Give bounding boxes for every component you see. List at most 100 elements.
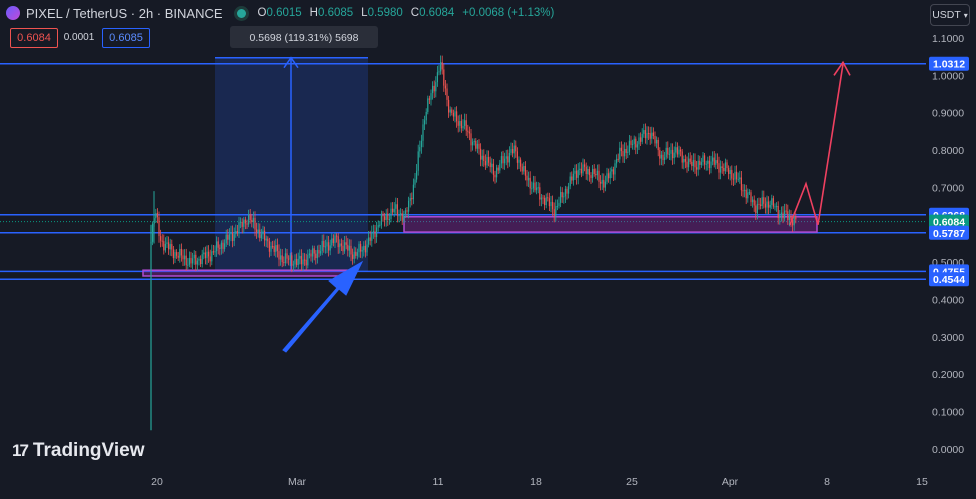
candle-body [518, 159, 520, 163]
candle-body [675, 147, 677, 153]
candle-body [382, 213, 384, 217]
candle-body [344, 242, 346, 252]
candle-body [478, 143, 480, 149]
candle-body [627, 151, 629, 153]
candle-body [510, 149, 512, 153]
candle-body [464, 120, 466, 126]
candle-body [278, 251, 280, 260]
candle-body [292, 264, 294, 266]
price-label: 0.5787 [933, 228, 965, 240]
candle-body [680, 149, 682, 152]
candle-body [457, 121, 459, 126]
candle-body [318, 249, 320, 254]
candle-body [588, 168, 590, 176]
candle-body [289, 255, 291, 260]
candle-body [523, 166, 525, 172]
candle-body [404, 210, 406, 215]
candle-body [451, 109, 453, 113]
candle-body [417, 151, 419, 171]
candle-body [684, 158, 686, 162]
candle-body [712, 157, 714, 162]
candle-body [728, 168, 730, 175]
x-tick-label: 25 [626, 476, 638, 488]
candle-body [572, 173, 574, 181]
high-value: 0.6085 [317, 7, 354, 19]
candle-body [208, 251, 210, 257]
candle-body [332, 238, 334, 243]
candle-body [414, 179, 416, 185]
candle-body [664, 157, 666, 161]
candle-body [360, 243, 362, 252]
candle-body [521, 166, 523, 172]
symbol-title[interactable]: PIXEL / TetherUS · 2h · BINANCE [26, 5, 223, 21]
x-tick-label: 11 [433, 476, 444, 488]
candle-body [227, 234, 229, 240]
candle-body [427, 98, 429, 112]
sell-price-button[interactable]: 0.6084 [10, 28, 58, 48]
candle-body [184, 255, 186, 260]
candle-body [249, 214, 251, 220]
candle-body [320, 250, 322, 254]
candle-body [704, 155, 706, 165]
candle-body [284, 253, 286, 263]
candle-body [308, 253, 310, 256]
candle-body [363, 245, 365, 251]
candle-body [307, 255, 309, 266]
candle-body [513, 145, 515, 154]
candle-body [702, 155, 704, 163]
candle-body [272, 246, 274, 248]
candle-body [532, 182, 534, 189]
currency-selector[interactable]: USDT ▾ [930, 4, 970, 26]
candle-body [251, 219, 253, 222]
candle-body [283, 262, 285, 264]
spread-value: 0.0001 [63, 31, 95, 43]
candle-body [560, 192, 562, 203]
candle-body [171, 244, 173, 250]
candle-body [489, 162, 491, 168]
candle-body [553, 209, 555, 216]
price-label-bg [929, 56, 969, 71]
candle-body [425, 111, 427, 121]
candle-body [779, 215, 781, 218]
candle-body [156, 213, 158, 218]
projection-arrowhead-icon [833, 60, 851, 76]
candle-body [737, 179, 739, 181]
candle-body [761, 197, 763, 206]
candle-body [547, 197, 549, 199]
candle-body [636, 144, 638, 148]
buy-price-button[interactable]: 0.6085 [102, 28, 150, 48]
candle-body [241, 221, 243, 227]
candle-body [787, 211, 789, 221]
y-tick-label: 0.4000 [932, 295, 964, 307]
candle-body [748, 192, 750, 194]
candle-body [168, 242, 170, 250]
candle-body [606, 173, 608, 182]
candle-body [713, 157, 715, 165]
candle-body [688, 158, 690, 168]
candle-body [635, 138, 637, 148]
candle-body [665, 147, 667, 158]
candle-body [632, 143, 634, 145]
candle-body [625, 148, 627, 153]
candle-body [772, 198, 774, 207]
candle-body [452, 112, 454, 117]
candle-body [569, 176, 571, 187]
candle-body [342, 245, 344, 252]
candle-body [430, 93, 432, 100]
candle-body [334, 235, 336, 243]
candle-body [361, 250, 363, 252]
candle-body [155, 213, 157, 219]
x-tick-label: 8 [824, 476, 830, 488]
candle-body [624, 148, 626, 157]
candle-body [188, 257, 190, 265]
tradingview-logo: 17 TradingView [12, 440, 145, 462]
candle-body [531, 188, 533, 190]
candle-body [603, 179, 605, 188]
candle-body [467, 130, 469, 132]
candle-body [185, 255, 187, 266]
candle-body [172, 249, 174, 259]
candle-body [230, 232, 232, 235]
candles-group [150, 55, 797, 273]
candle-body [174, 252, 176, 259]
